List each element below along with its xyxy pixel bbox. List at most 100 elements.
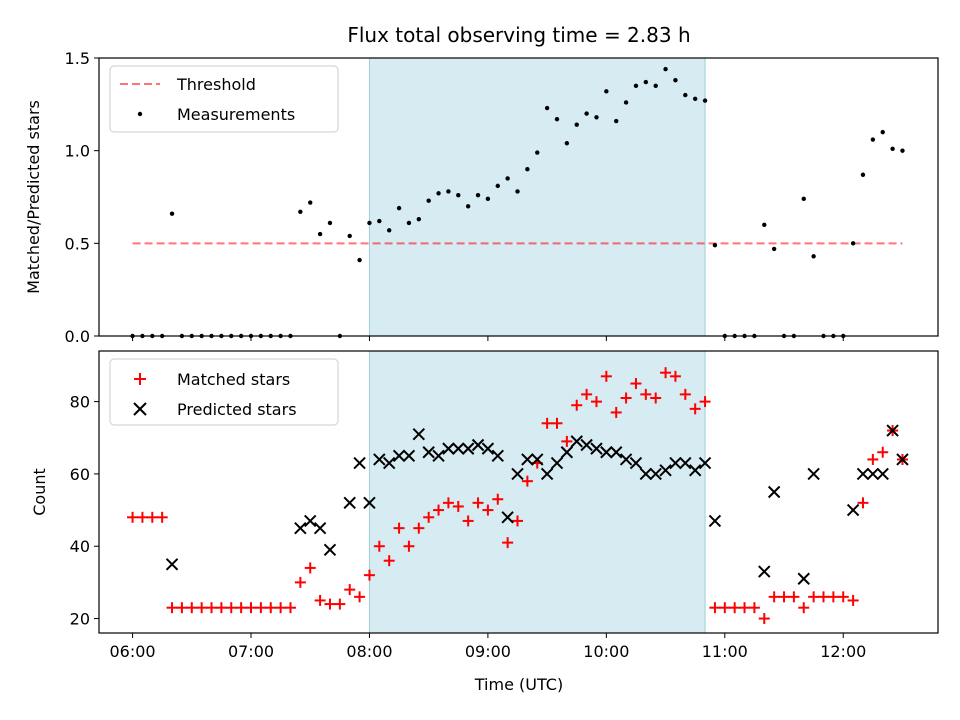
measurements-point: [554, 116, 560, 122]
matched-stars-point: [136, 511, 148, 523]
matched-stars-point: [156, 511, 168, 523]
matched-stars-point: [729, 602, 741, 614]
x-tick-label: 06:00: [110, 642, 156, 661]
matched-stars-point: [334, 598, 346, 610]
matched-stars-point: [709, 602, 721, 614]
ratio-y-tick-label: 0.5: [65, 234, 90, 253]
matched-stars-point: [294, 576, 306, 588]
measurements-point: [604, 89, 609, 94]
predicted-stars-point: [886, 424, 899, 437]
ratio-panel-frame: [98, 57, 939, 337]
matched-stars-point: [245, 602, 257, 614]
predicted-stars-point: [669, 456, 682, 470]
matched-stars-point: [600, 370, 612, 382]
measurements-point: [347, 233, 352, 239]
matched-stars-point: [462, 515, 474, 527]
predicted-stars-point: [767, 485, 781, 499]
measurements-point: [801, 196, 806, 202]
measurements-point: [525, 167, 530, 172]
predicted-stars-point: [659, 464, 672, 477]
predicted-stars-point: [402, 449, 416, 463]
legend-measurements-label: Measurements: [177, 105, 295, 124]
matched-stars-point: [275, 602, 287, 614]
matched-stars-point: [373, 540, 385, 552]
matched-stars-point: [512, 515, 524, 527]
matched-stars-point: [699, 396, 711, 408]
matched-stars-point: [571, 399, 583, 411]
measurements-point: [475, 192, 481, 198]
measurements-point: [880, 129, 885, 135]
matched-stars-point: [472, 497, 484, 509]
matched-stars-point: [393, 522, 405, 534]
matched-stars-point: [324, 598, 336, 610]
count-y-tick-label: 60: [70, 465, 90, 484]
matched-stars-point: [284, 602, 296, 614]
predicted-stars-point: [452, 442, 465, 455]
measurements-point: [633, 83, 639, 89]
measurements-point: [544, 105, 550, 111]
predicted-stars-point: [343, 496, 356, 510]
matched-stars-point: [363, 569, 375, 581]
predicted-stars-point: [846, 503, 860, 517]
matched-stars-point: [768, 591, 780, 603]
count-observing-window: [369, 351, 706, 633]
measurements-point: [416, 217, 422, 222]
predicted-stars-point: [856, 467, 870, 481]
matched-stars-point: [502, 537, 514, 549]
count-y-axis-title: Count: [30, 468, 49, 516]
predicted-stars-point: [688, 464, 702, 477]
matched-stars-point: [146, 511, 158, 523]
matched-stars-point: [127, 511, 139, 523]
matched-stars-point: [630, 378, 642, 390]
predicted-stars-point: [560, 446, 574, 459]
ratio-legend-box: [109, 65, 339, 133]
predicted-stars-point: [471, 438, 485, 452]
measurements-point: [505, 176, 510, 181]
matched-stars-point: [186, 602, 198, 614]
matched-stars-point: [788, 591, 800, 603]
count-legend: Matched stars Predicted stars: [109, 358, 339, 426]
matched-stars-point: [482, 504, 494, 516]
measurements-point: [426, 198, 431, 203]
matched-stars-point: [206, 602, 218, 614]
matched-stars-point: [818, 591, 830, 603]
predicted-stars-point: [442, 442, 455, 455]
predicted-stars-point: [807, 467, 820, 481]
matched-stars-point: [620, 392, 632, 404]
matched-stars-point: [827, 591, 839, 603]
legend-predicted-swatch: [133, 402, 147, 416]
matched-stars-point: [541, 417, 553, 429]
predicted-stars-point: [353, 456, 366, 470]
matched-stars-point: [581, 388, 593, 400]
measurements-point: [396, 205, 402, 211]
ratio-y-tick-label: 0.0: [65, 327, 90, 346]
predicted-stars-point: [708, 514, 722, 528]
measurements-point: [446, 189, 451, 194]
legend-threshold-label: Threshold: [176, 75, 256, 94]
count-panel: 06:00 07:00 08:00 09:00 10:00 11:00 12:00 20 40…: [30, 350, 939, 694]
ratio-y-axis-title: Matched/Predicted stars: [24, 100, 43, 294]
matched-stars-point: [669, 370, 681, 382]
measurements-point: [584, 111, 589, 116]
predicted-stars-point: [304, 514, 317, 528]
predicted-stars-point: [531, 453, 544, 466]
measurements-point: [594, 115, 599, 120]
measurements-point: [308, 200, 313, 205]
count-panel-frame: [98, 350, 939, 634]
predicted-stars-point: [610, 446, 623, 459]
x-tick-label: 11:00: [702, 642, 748, 661]
matched-stars-point: [561, 435, 573, 447]
matched-stars-point: [176, 602, 188, 614]
predicted-stars-point: [570, 435, 583, 448]
matched-stars-point: [383, 555, 395, 567]
matched-stars-point: [650, 392, 662, 404]
predicted-stars-point: [491, 449, 504, 463]
matched-stars-point: [758, 613, 770, 625]
measurements-point: [762, 222, 767, 227]
matched-stars-point: [798, 602, 810, 614]
matched-stars-point: [196, 602, 208, 614]
x-tick-label: 08:00: [346, 642, 392, 661]
matched-stars-point: [166, 602, 178, 614]
matched-stars-point: [679, 388, 691, 400]
ratio-legend: Threshold Measurements: [109, 65, 339, 133]
